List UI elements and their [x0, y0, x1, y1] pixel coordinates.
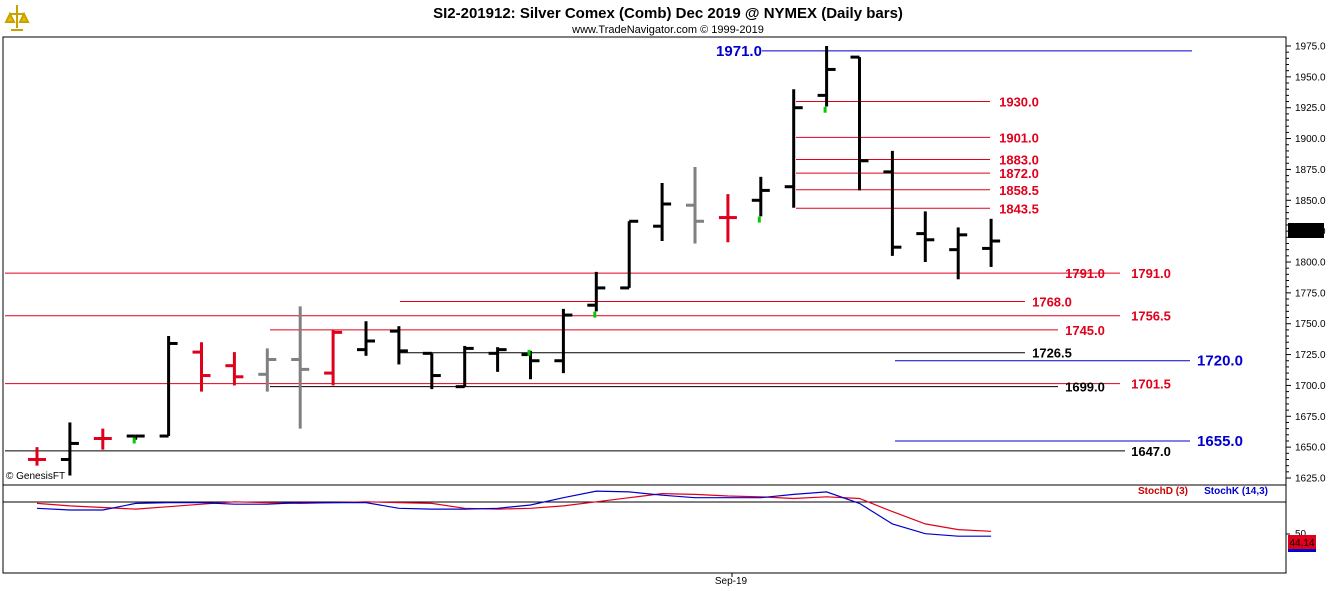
- ohlc-bar: [653, 183, 672, 242]
- y-tick-label: 1750.0: [1295, 319, 1326, 330]
- level-label: 1858.5: [999, 183, 1039, 198]
- stoch-series-line: [36, 492, 992, 532]
- ohlc-bar: [225, 352, 244, 386]
- ohlc-bar: [554, 308, 573, 374]
- ohlc-bar: [751, 176, 770, 223]
- level-label: 1756.5: [1131, 309, 1171, 324]
- ohlc-bar: [192, 342, 211, 392]
- ohlc-bar: [949, 227, 968, 280]
- y-tick-label: 1650.0: [1295, 443, 1326, 454]
- y-tick-label: 1775.0: [1295, 288, 1326, 299]
- level-label: 1971.0: [716, 43, 762, 60]
- ohlc-bar: [982, 218, 1001, 267]
- logo-icon: [4, 5, 30, 31]
- level-label: 1647.0: [1131, 444, 1171, 459]
- ohlc-bar: [126, 434, 145, 444]
- level-label: 1745.0: [1065, 323, 1105, 338]
- legend-stochk: StochK (14,3): [1204, 486, 1268, 497]
- level-label: 1768.0: [1032, 294, 1072, 309]
- level-label: 1872.0: [999, 166, 1039, 181]
- y-tick-label: 1800.0: [1295, 258, 1326, 269]
- y-tick-label: 1925.0: [1295, 103, 1326, 114]
- ohlc-bar: [718, 194, 737, 243]
- level-label: 1791.0: [1065, 266, 1105, 281]
- ohlc-bar: [521, 349, 540, 380]
- last-price-label: 1817.0: [1291, 227, 1322, 238]
- ohlc-bar: [455, 345, 474, 389]
- stoch-panel: [2, 484, 1287, 574]
- ohlc-bar: [784, 89, 803, 208]
- ohlc-bar: [389, 326, 408, 365]
- ohlc-bar: [357, 321, 375, 356]
- stoch-last-badge-blue: [1288, 549, 1316, 552]
- ohlc-bar: [93, 428, 112, 450]
- ohlc-bar: [686, 166, 704, 244]
- y-tick-label: 1675.0: [1295, 412, 1326, 423]
- legend-stochd: StochD (3): [1138, 486, 1188, 497]
- ohlc-bar: [291, 306, 310, 429]
- ohlc-bar: [28, 447, 46, 466]
- level-label: 1883.0: [999, 153, 1039, 168]
- level-label: 1655.0: [1197, 433, 1243, 450]
- level-label: 1701.5: [1131, 377, 1171, 392]
- ohlc-bar: [422, 351, 441, 390]
- price-panel: [2, 36, 1287, 486]
- ohlc-bar: [488, 347, 507, 372]
- ohlc-bar: [587, 271, 606, 318]
- y-tick-label: 1975.0: [1295, 42, 1326, 53]
- level-label: 1930.0: [999, 95, 1039, 110]
- ohlc-bar: [850, 55, 869, 191]
- level-label: 1720.0: [1197, 353, 1243, 370]
- y-tick-label: 1950.0: [1295, 72, 1326, 83]
- ohlc-bar: [883, 150, 902, 256]
- price-y-axis: 1975.01950.01925.01900.01875.01850.01825…: [1286, 42, 1326, 485]
- level-label: 1699.0: [1065, 380, 1105, 395]
- ohlc-bar: [916, 211, 935, 262]
- ohlc-bar: [324, 329, 343, 386]
- stoch-series-line: [36, 490, 992, 537]
- ohlc-bar: [620, 219, 639, 290]
- level-label: 1791.0: [1131, 266, 1171, 281]
- price-bars: [28, 46, 1001, 476]
- ohlc-bar: [817, 46, 836, 113]
- copyright-text: www.TradeNavigator.com © 1999-2019: [571, 24, 764, 36]
- stoch-last-badge: [1288, 535, 1316, 549]
- ohlc-bar: [258, 348, 277, 392]
- level-label: 1726.5: [1032, 346, 1072, 361]
- y-tick-label: 1850.0: [1295, 196, 1326, 207]
- ohlc-bar: [60, 422, 79, 476]
- x-tick-label-sep: Sep-19: [715, 576, 748, 587]
- ohlc-bar: [159, 336, 178, 438]
- last-price-badge: [1288, 223, 1324, 238]
- stoch-tick-label-50: 50: [1295, 529, 1307, 540]
- level-label: 1901.0: [999, 130, 1039, 145]
- y-tick-label: 1875.0: [1295, 165, 1326, 176]
- stoch-lines: [36, 490, 992, 537]
- y-tick-label: 1725.0: [1295, 350, 1326, 361]
- level-label: 1843.5: [999, 201, 1039, 216]
- y-tick-label: 1625.0: [1295, 474, 1326, 485]
- stoch-last-value: 44.14: [1289, 538, 1314, 549]
- watermark: © GenesisFT: [6, 471, 65, 482]
- y-tick-label: 1900.0: [1295, 134, 1326, 145]
- chart-title: SI2-201912: Silver Comex (Comb) Dec 2019…: [433, 5, 903, 22]
- y-tick-label: 1700.0: [1295, 381, 1326, 392]
